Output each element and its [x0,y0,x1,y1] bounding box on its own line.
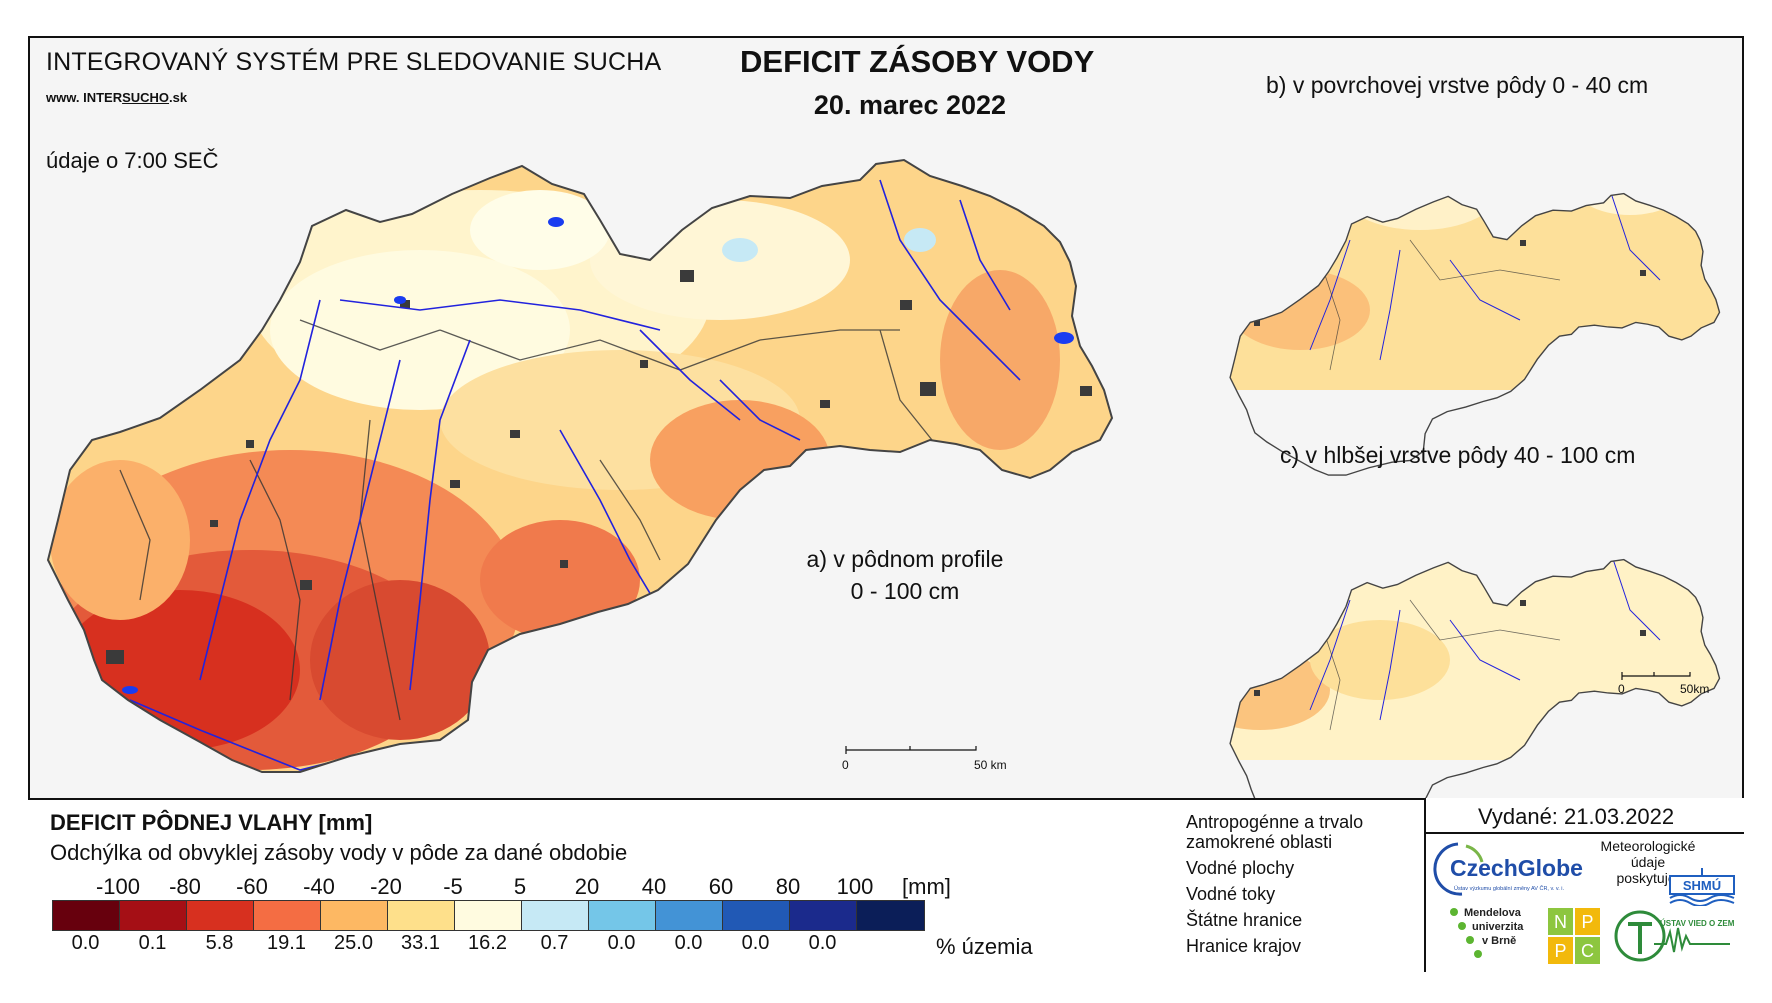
nppc-logo: N P P C [1548,908,1600,964]
percent-value: 33.1 [401,932,440,954]
shmu-logo: SHMÚ [1669,868,1735,906]
website-prefix: www. INTER [46,90,123,105]
shmu-text: SHMÚ [1683,878,1721,893]
small-scale-bar [1621,672,1691,680]
uvz-text: ÚSTAV VIED O ZEMI [1660,919,1734,928]
profile-depth-label: 0 - 100 cm [850,578,960,604]
legend-swatch [723,901,790,930]
legend-tick: -60 [236,874,268,899]
legend-tick: -40 [303,874,335,899]
legend-tick: 5 [513,874,527,899]
czechglobe-logo: CzechGlobe Ústav výzkumu globální změny … [1433,842,1583,896]
legend-swatch [522,901,589,930]
legend-swatch [254,901,321,930]
regional-border-label: Hranice krajov [1186,936,1302,956]
legend-swatch [455,901,522,930]
mendel-line-3: v Brně [1482,935,1516,947]
earth-science-institute-logo: ÚSTAV VIED O ZEMI [1614,910,1734,962]
small-scale-zero: 0 [1618,682,1625,696]
percent-value: 0.0 [741,932,770,954]
percent-value: 0.0 [71,932,100,954]
legend-tick: 40 [641,874,667,899]
percent-value: 16.2 [468,932,507,954]
main-map [48,160,1112,772]
website-suffix: .sk [169,90,188,105]
divider [1424,832,1744,834]
mendel-line-1: Mendelova [1464,907,1522,919]
legend-tick: -20 [370,874,402,899]
mendel-line-2: univerzita [1472,921,1524,933]
deep-layer-map [1230,559,1720,760]
nppc-letter: P [1581,912,1593,932]
percent-value: 19.1 [267,932,306,954]
legend-swatch [53,901,120,930]
website-link[interactable]: www. INTERSUCHO.sk [46,90,187,105]
legend-tick: 60 [708,874,734,899]
time-note: údaje o 7:00 SEČ [46,148,219,173]
percent-value: 0.1 [138,932,167,954]
czechglobe-subtext: Ústav výzkumu globální změny AV ČR, v. v… [1454,885,1565,892]
legend-tick: -100 [95,874,141,899]
website-highlight: SUCHO [122,90,170,105]
nppc-letter: N [1554,912,1567,932]
czechglobe-text: CzechGlobe [1450,855,1583,881]
main-scale-bar [845,746,977,754]
issued-date: Vydané: 21.03.2022 [1478,804,1675,829]
legend-swatch [120,901,187,930]
percent-value: 0.0 [808,932,837,954]
state-border-label: Štátne hranice [1186,910,1303,930]
percent-value: 0.0 [674,932,703,954]
main-scale-zero: 0 [842,758,849,772]
legend-title: DEFICIT PÔDNEJ VLAHY [mm] [50,810,373,835]
legend-tick: 20 [574,874,600,899]
legend-swatch [857,901,924,930]
percent-value: 0.0 [607,932,636,954]
rivers-label: Vodné toky [1186,884,1276,904]
percent-value: 25.0 [334,932,373,954]
percent-label: % územia [936,934,1033,959]
surface-layer-label: b) v povrchovej vrstve pôdy 0 - 40 cm [1266,72,1649,98]
legend-tick: -80 [169,874,201,899]
water-bodies-label: Vodné plochy [1186,858,1295,878]
legend-swatch [388,901,455,930]
legend-subtitle: Odchýlka od obvyklej zásoby vody v pôde … [50,840,628,865]
main-date: 20. marec 2022 [813,90,1007,120]
anthropogenic-label-1: Antropogénne a trvalo [1186,812,1364,832]
anthropogenic-label-2: zamokrené oblasti [1186,832,1333,852]
legend-swatch [187,901,254,930]
mendel-university-logo: Mendelova univerzita v Brně [1450,907,1524,958]
profile-label: a) v pôdnom profile [806,546,1004,572]
main-title: DEFICIT ZÁSOBY VODY [740,44,1095,79]
legend-unit: [mm] [902,874,951,899]
main-scale-end: 50 km [974,758,1007,772]
legend-swatch [790,901,857,930]
legend-swatch [656,901,723,930]
nppc-letter: C [1581,941,1594,961]
legend-tick: -5 [443,874,463,899]
percent-value: 0.7 [540,932,569,954]
meteo-note: Meteorologické údaje poskytuje: [1600,838,1696,886]
small-scale-end: 50km [1680,682,1710,696]
nppc-letter: P [1554,941,1566,961]
legend-swatch [321,901,388,930]
deep-layer-label: c) v hlbšej vrstve pôdy 40 - 100 cm [1280,442,1636,468]
legend-swatch [589,901,656,930]
percent-value: 5.8 [205,932,234,954]
legend-color-bar [52,900,925,931]
legend-tick: 100 [836,874,874,899]
system-title: INTEGROVANÝ SYSTÉM PRE SLEDOVANIE SUCHA [46,48,662,76]
legend-tick: 80 [775,874,801,899]
surface-layer-map [1230,193,1720,390]
